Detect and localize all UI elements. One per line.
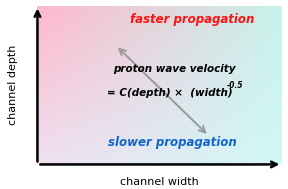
Text: channel width: channel width (120, 177, 199, 187)
Text: = C(depth) ×  (width): = C(depth) × (width) (107, 88, 232, 98)
Text: faster propagation: faster propagation (130, 13, 255, 26)
Text: proton wave velocity: proton wave velocity (113, 64, 236, 74)
Text: slower propagation: slower propagation (108, 136, 236, 149)
Text: channel depth: channel depth (8, 45, 18, 125)
Text: -0.5: -0.5 (227, 81, 244, 90)
